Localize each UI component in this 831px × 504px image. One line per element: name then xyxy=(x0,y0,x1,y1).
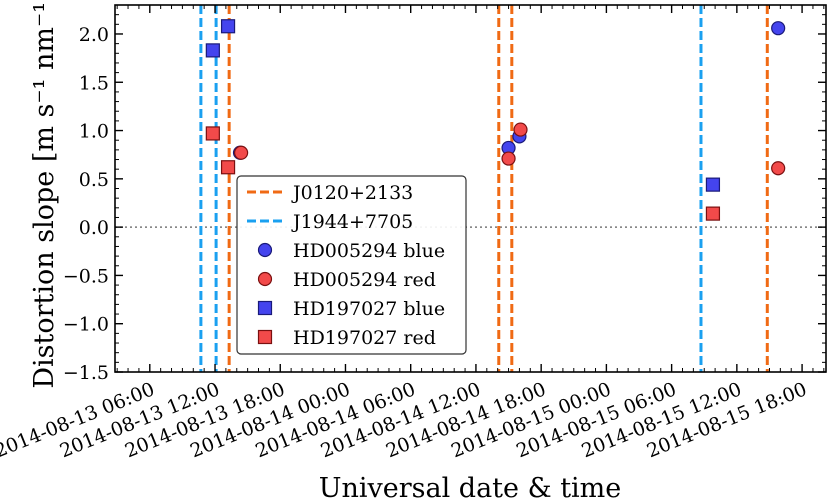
point-hd005294-red-1 xyxy=(501,151,516,166)
point-hd197027-red-0 xyxy=(205,126,220,141)
legend-label: HD005294 red xyxy=(293,269,436,291)
y-tick-label: 0.5 xyxy=(79,169,109,191)
y-tick-label: 1.0 xyxy=(79,121,109,143)
point-hd005294-red-0 xyxy=(234,145,249,160)
point-hd197027-red-2 xyxy=(705,206,721,221)
point-hd197027-red-1 xyxy=(220,160,236,175)
legend-label: J1944+7705 xyxy=(291,211,413,233)
legend-label: HD005294 blue xyxy=(293,240,445,262)
legend-label: HD197027 red xyxy=(293,327,436,349)
legend-box xyxy=(236,175,467,355)
legend-label: HD197027 blue xyxy=(293,298,445,320)
y-tick-label: −0.5 xyxy=(63,265,109,287)
point-hd197027-blue-1 xyxy=(220,19,236,34)
legend-swatch-4 xyxy=(257,300,273,316)
x-axis-title: Universal date & time xyxy=(319,473,622,504)
legend-swatch-3 xyxy=(257,271,273,287)
y-tick-label: −1.0 xyxy=(63,314,109,336)
legend-swatch-5 xyxy=(257,329,273,345)
point-hd197027-blue-0 xyxy=(205,43,220,58)
y-tick-label: −1.5 xyxy=(63,362,109,384)
point-hd005294-red-3 xyxy=(771,161,786,176)
point-hd005294-red-2 xyxy=(513,122,528,137)
y-tick-label: 2.0 xyxy=(79,24,109,46)
legend: J0120+2133 J1944+7705 HD005294 blue HD00529… xyxy=(236,175,467,355)
legend-swatch-2 xyxy=(257,242,273,258)
point-hd005294-blue-3 xyxy=(771,21,786,36)
y-axis-title: Distortion slope [m s⁻¹ nm⁻¹] xyxy=(29,0,60,389)
point-hd197027-blue-2 xyxy=(705,177,721,192)
legend-label: J0120+2133 xyxy=(291,182,413,204)
plot-frame xyxy=(114,4,827,373)
y-tick-label: 1.5 xyxy=(79,72,109,94)
y-tick-label: 0.0 xyxy=(79,217,109,239)
